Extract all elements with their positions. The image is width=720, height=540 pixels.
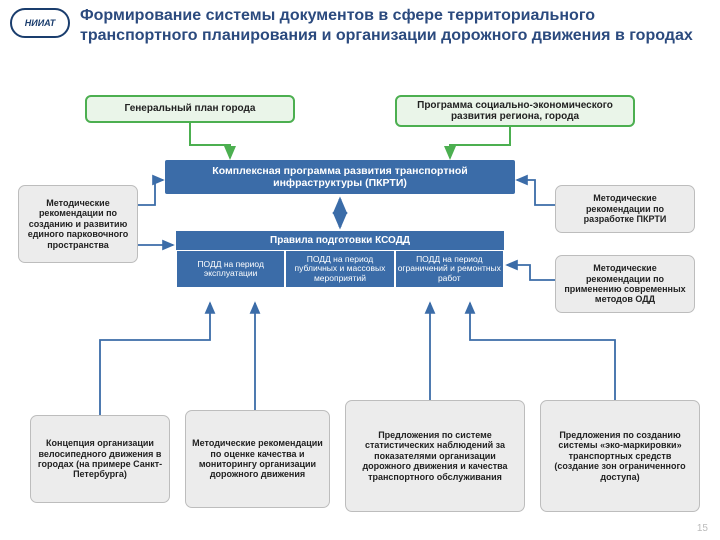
page-number: 15 (697, 523, 708, 534)
box-odd-method: Методические рекомендации по применению … (555, 255, 695, 313)
box-eco: Предложения по созданию системы «эко-мар… (540, 400, 700, 512)
box-bike: Концепция организации велосипедного движ… (30, 415, 170, 503)
ksodd-group: Правила подготовки КСОДД ПОДД на период … (175, 230, 505, 289)
ksodd-cell-1: ПОДД на период эксплуатации (176, 250, 285, 288)
box-pkrti: Комплексная программа развития транспорт… (165, 160, 515, 194)
box-general-plan: Генеральный план города (85, 95, 295, 123)
ksodd-cell-2: ПОДД на период публичных и массовых меро… (285, 250, 394, 288)
box-quality: Методические рекомендации по оценке каче… (185, 410, 330, 508)
box-parking: Методические рекомендации по созданию и … (18, 185, 138, 263)
box-pkrti-method: Методические рекомендации по разработке … (555, 185, 695, 233)
ksodd-cell-3: ПОДД на период ограничений и ремонтных р… (395, 250, 504, 288)
box-program-social: Программа социально-экономического разви… (395, 95, 635, 127)
logo: НИИАТ (10, 8, 70, 38)
box-statistics: Предложения по системе статистических на… (345, 400, 525, 512)
page-title: Формирование системы документов в сфере … (80, 6, 700, 46)
ksodd-header: Правила подготовки КСОДД (176, 231, 504, 250)
